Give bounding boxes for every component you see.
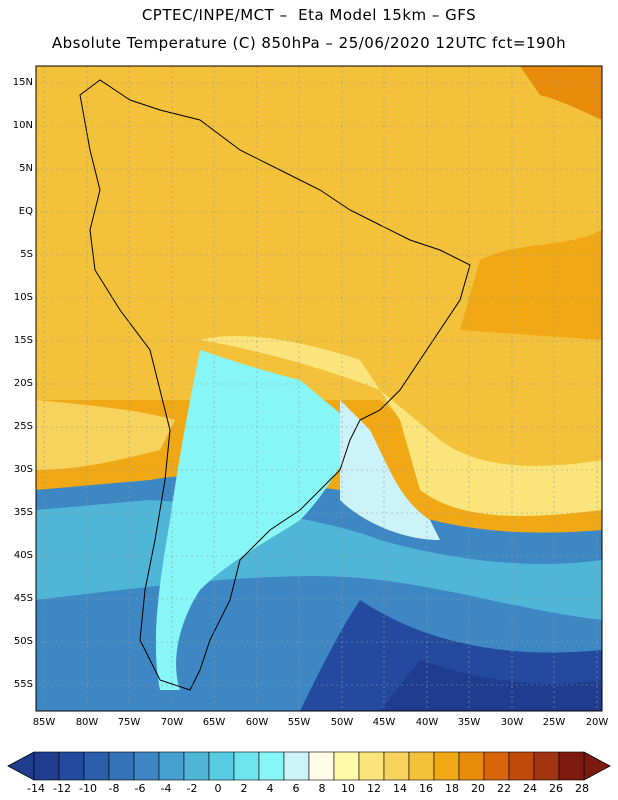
colorbar-swatch — [558, 751, 585, 781]
colorbar-swatch — [208, 751, 235, 781]
colorbar-swatch — [358, 751, 385, 781]
colorbar-label: 18 — [445, 782, 459, 795]
colorbar-swatch — [283, 751, 310, 781]
lon-label: 70W — [160, 717, 184, 728]
lat-label: 50S — [13, 636, 33, 647]
colorbar-label: -12 — [53, 782, 71, 795]
temperature-field — [36, 66, 602, 711]
lon-label: 25W — [542, 717, 566, 728]
lon-label: 30W — [500, 717, 524, 728]
colorbar-label: 12 — [367, 782, 381, 795]
colorbar-swatch — [408, 751, 435, 781]
colorbar-label: -10 — [79, 782, 97, 795]
colorbar-swatch — [183, 751, 210, 781]
colorbar-label: 8 — [318, 782, 326, 795]
lon-label: 50W — [330, 717, 354, 728]
colorbar-label: 2 — [240, 782, 248, 795]
chart-title-line1: CPTEC/INPE/MCT – Eta Model 15km – GFS — [141, 6, 477, 24]
lat-label: 25S — [13, 421, 33, 432]
colorbar-label: 10 — [341, 782, 355, 795]
colorbar-swatch — [83, 751, 110, 781]
colorbar-label: 20 — [471, 782, 485, 795]
lat-label: 15S — [13, 335, 33, 346]
colorbar-low-arrow — [7, 751, 35, 781]
colorbar-label: -8 — [108, 782, 120, 795]
colorbar-swatch — [458, 751, 485, 781]
lat-label: 5S — [20, 249, 33, 260]
lat-label: 35S — [13, 507, 33, 518]
continent-outline — [79, 79, 471, 691]
lat-label: 20S — [13, 378, 33, 389]
colorbar-swatch — [233, 751, 260, 781]
colorbar-label: -14 — [27, 782, 45, 795]
lat-label: 15N — [12, 77, 33, 88]
colorbar-swatch — [308, 751, 335, 781]
colorbar-label: -4 — [160, 782, 172, 795]
lon-label: 75W — [117, 717, 141, 728]
lat-label: 5N — [19, 163, 33, 174]
colorbar-swatch — [33, 751, 60, 781]
colorbar-label: 6 — [292, 782, 300, 795]
colorbar-label: 14 — [393, 782, 407, 795]
colorbar-high-arrow — [583, 751, 611, 781]
lon-label: 60W — [245, 717, 269, 728]
colorbar-swatch — [483, 751, 510, 781]
colorbar-swatch — [508, 751, 535, 781]
colorbar-swatch — [258, 751, 285, 781]
lat-label: EQ — [18, 206, 33, 217]
lat-label: 10S — [13, 292, 33, 303]
colorbar — [7, 751, 611, 781]
lat-label: 10N — [12, 120, 33, 131]
colorbar-swatch — [433, 751, 460, 781]
chart-title-line2: Absolute Temperature (C) 850hPa – 25/06/… — [51, 34, 567, 52]
map-frame — [35, 65, 603, 712]
colorbar-label: 0 — [214, 782, 222, 795]
colorbar-label: 26 — [549, 782, 563, 795]
lat-label: 40S — [13, 550, 33, 561]
colorbar-swatch — [333, 751, 360, 781]
colorbar-swatch — [383, 751, 410, 781]
lat-label: 45S — [13, 593, 33, 604]
colorbar-label: 4 — [266, 782, 274, 795]
lon-label: 35W — [457, 717, 481, 728]
lon-label: 40W — [415, 717, 439, 728]
colorbar-label: 22 — [497, 782, 511, 795]
lon-label: 20W — [585, 717, 609, 728]
lat-label: 30S — [13, 464, 33, 475]
colorbar-swatch — [58, 751, 85, 781]
lon-label: 85W — [32, 717, 56, 728]
colorbar-swatch — [158, 751, 185, 781]
colorbar-label: 16 — [419, 782, 433, 795]
colorbar-swatch — [533, 751, 560, 781]
lon-label: 65W — [202, 717, 226, 728]
colorbar-label: -2 — [186, 782, 198, 795]
colorbar-label: 24 — [523, 782, 537, 795]
lon-label: 55W — [287, 717, 311, 728]
colorbar-label: 28 — [575, 782, 589, 795]
colorbar-label: -6 — [134, 782, 146, 795]
lon-label: 80W — [75, 717, 99, 728]
lon-label: 45W — [372, 717, 396, 728]
colorbar-swatch — [108, 751, 135, 781]
colorbar-swatch — [133, 751, 160, 781]
graticule — [36, 66, 602, 711]
lat-label: 55S — [13, 679, 33, 690]
